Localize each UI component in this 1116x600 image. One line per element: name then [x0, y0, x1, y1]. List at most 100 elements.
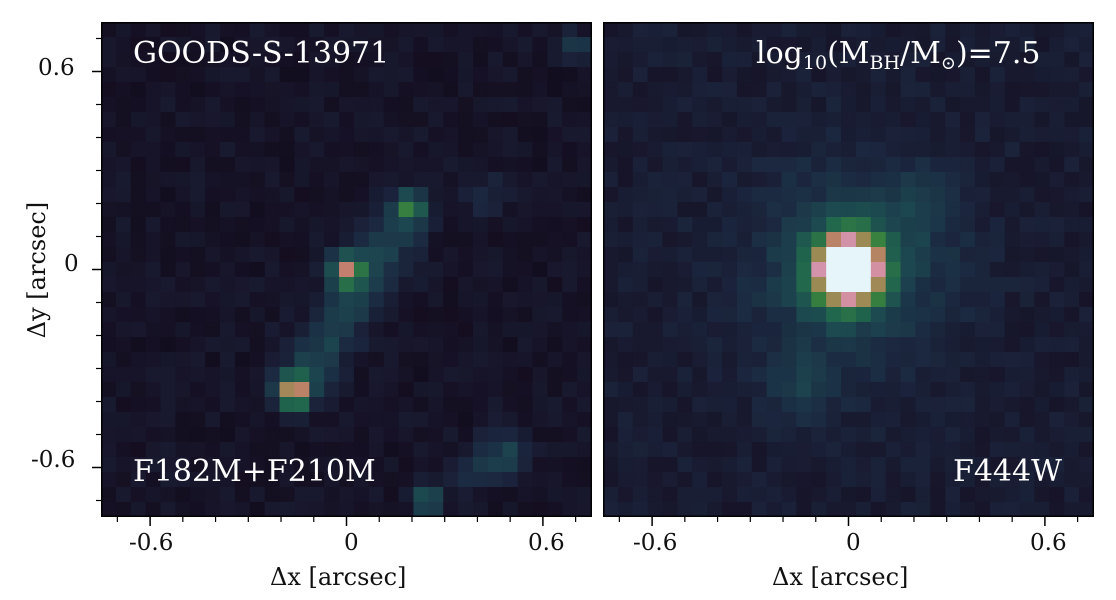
image-pixel: [974, 247, 991, 263]
image-pixel: [205, 202, 221, 218]
image-pixel: [632, 472, 649, 488]
image-pixel: [870, 112, 887, 128]
image-pixel: [692, 442, 708, 458]
image-pixel: [1034, 232, 1050, 248]
image-pixel: [502, 427, 519, 443]
image-pixel: [603, 52, 619, 68]
image-pixel: [707, 442, 723, 458]
image-pixel: [249, 217, 266, 233]
image-pixel: [398, 232, 415, 248]
image-pixel: [1079, 37, 1094, 53]
image-pixel: [766, 292, 783, 308]
image-pixel: [841, 172, 857, 188]
image-pixel: [279, 337, 296, 353]
image-pixel: [855, 157, 872, 173]
image-pixel: [826, 337, 842, 353]
image-pixel: [855, 112, 872, 128]
image-pixel: [751, 187, 768, 203]
image-pixel: [960, 277, 976, 293]
image-pixel: [458, 22, 474, 38]
image-pixel: [175, 262, 191, 278]
image-pixel: [353, 487, 370, 503]
image-pixel: [101, 97, 117, 113]
image-pixel: [532, 292, 548, 308]
image-pixel: [811, 172, 827, 188]
image-pixel: [855, 487, 872, 503]
image-pixel: [885, 367, 902, 383]
image-pixel: [353, 502, 370, 517]
image-pixel: [1004, 322, 1021, 338]
image-pixel: [398, 127, 415, 143]
image-pixel: [855, 337, 872, 353]
image-pixel: [487, 97, 504, 113]
image-pixel: [900, 472, 917, 488]
image-pixel: [1049, 307, 1065, 323]
image-pixel: [736, 172, 753, 188]
image-pixel: [398, 202, 415, 218]
image-pixel: [707, 157, 723, 173]
image-pixel: [960, 37, 976, 53]
image-pixel: [413, 412, 429, 428]
image-pixel: [249, 397, 266, 413]
image-pixel: [309, 457, 325, 473]
image-pixel: [532, 277, 548, 293]
image-pixel: [677, 172, 693, 188]
image-pixel: [647, 502, 664, 517]
image-pixel: [398, 502, 415, 517]
image-pixel: [115, 427, 132, 443]
image-pixel: [1019, 52, 1036, 68]
image-pixel: [662, 172, 678, 188]
image-pixel: [841, 472, 857, 488]
image-pixel: [692, 97, 708, 113]
image-pixel: [577, 217, 592, 233]
image-pixel: [692, 232, 708, 248]
image-pixel: [811, 52, 827, 68]
image-pixel: [368, 457, 385, 473]
image-pixel: [826, 352, 842, 368]
image-pixel: [766, 22, 783, 38]
image-pixel: [175, 127, 191, 143]
image-pixel: [577, 397, 592, 413]
image-pixel: [796, 352, 812, 368]
image-pixel: [751, 487, 768, 503]
image-pixel: [115, 127, 132, 143]
image-pixel: [383, 442, 400, 458]
image-pixel: [915, 502, 931, 517]
image-pixel: [885, 457, 902, 473]
image-pixel: [811, 472, 827, 488]
image-pixel: [662, 502, 678, 517]
image-pixel: [885, 217, 902, 233]
image-pixel: [383, 202, 400, 218]
image-pixel: [915, 202, 931, 218]
image-pixel: [930, 127, 946, 143]
image-pixel: [632, 232, 649, 248]
image-pixel: [220, 262, 236, 278]
image-pixel: [736, 217, 753, 233]
image-pixel: [796, 187, 812, 203]
image-pixel: [930, 382, 946, 398]
image-pixel: [736, 352, 753, 368]
image-pixel: [1034, 277, 1050, 293]
image-pixel: [826, 37, 842, 53]
image-pixel: [989, 112, 1006, 128]
image-pixel: [989, 37, 1006, 53]
image-pixel: [677, 112, 693, 128]
image-pixel: [130, 427, 147, 443]
image-pixel: [751, 367, 768, 383]
image-pixel: [279, 202, 296, 218]
image-pixel: [974, 172, 991, 188]
image-pixel: [707, 352, 723, 368]
image-pixel: [603, 442, 619, 458]
image-pixel: [811, 202, 827, 218]
image-pixel: [617, 427, 634, 443]
image-pixel: [220, 322, 236, 338]
image-pixel: [413, 37, 429, 53]
image-pixel: [279, 382, 296, 398]
image-pixel: [443, 427, 459, 443]
image-pixel: [487, 472, 504, 488]
image-pixel: [339, 127, 355, 143]
image-pixel: [160, 112, 176, 128]
image-pixel: [900, 97, 917, 113]
image-pixel: [751, 397, 768, 413]
image-pixel: [577, 472, 592, 488]
